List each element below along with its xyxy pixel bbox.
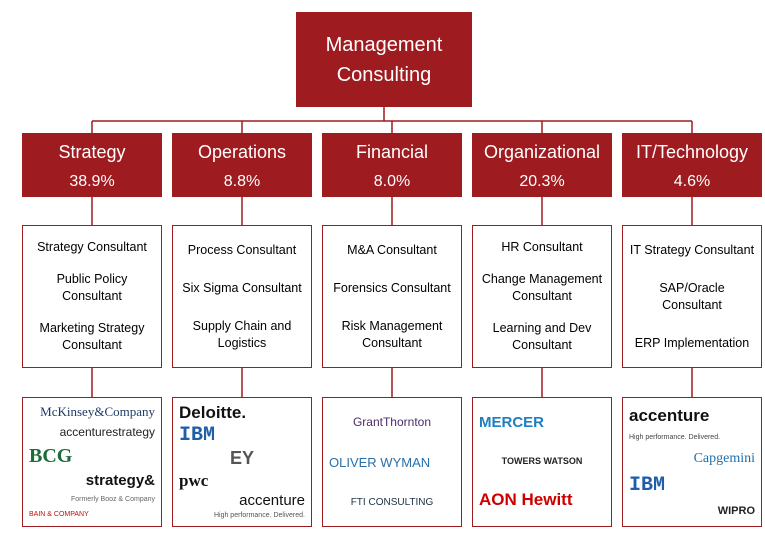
role: Marketing Strategy Consultant — [39, 321, 145, 353]
role: ERP Implementation — [634, 335, 750, 350]
role: Learning and Dev Consultant — [492, 321, 592, 353]
role: Process Consultant — [187, 242, 297, 257]
branch-share: 20.3% — [519, 173, 565, 190]
branch-header: Financial 8.0% — [322, 133, 462, 197]
branch-share: 8.8% — [223, 173, 261, 190]
branch-header: IT/Technology 4.6% — [622, 133, 762, 197]
company-logo: Formerly Booz & Company — [70, 495, 155, 503]
logos-box: Deloitte. IBM EY pwc accenture High performan… — [172, 397, 312, 527]
role: HR Consultant — [501, 239, 583, 254]
company-logo: IBM — [629, 474, 666, 498]
role: Six Sigma Consultant — [182, 280, 302, 295]
role: IT Strategy Consultant — [629, 242, 755, 257]
company-logo: Capgemini — [693, 450, 755, 466]
roles-box: Process Consultant Six Sigma Consultant Su… — [172, 225, 312, 368]
company-logo: accenture — [239, 491, 305, 509]
company-logo: pwc — [179, 470, 209, 490]
company-logo: accenture — [629, 405, 710, 425]
branch-name: Organizational — [483, 142, 601, 162]
company-logo: strategy& — [85, 472, 155, 490]
branch-share: 8.0% — [373, 173, 411, 190]
company-logo: accenturestrategy — [59, 424, 155, 439]
company-logo: McKinsey&Company — [40, 404, 155, 420]
root-box: Management Consulting — [296, 12, 472, 107]
role: SAP/Oracle Consultant — [659, 280, 725, 312]
logos-box: GrantThornton OLIVER WYMAN FTI CONSULTING — [322, 397, 462, 527]
company-logo: GrantThornton — [352, 414, 432, 429]
role: Change Management Consultant — [481, 271, 603, 303]
branch-header: Strategy 38.9% — [22, 133, 162, 197]
company-logo: EY — [229, 448, 254, 469]
root-title: Management Consulting — [325, 33, 443, 86]
branch-name: Financial — [355, 142, 429, 162]
branch-share: 4.6% — [673, 173, 711, 190]
logos-box: MERCER TOWERS WATSON AON Hewitt — [472, 397, 612, 527]
role: Risk Management Consultant — [341, 318, 443, 350]
logos-box: McKinsey&Company accenturestrategy BCG stra… — [22, 397, 162, 527]
company-logo: MERCER — [479, 413, 545, 431]
role: Forensics Consultant — [333, 280, 451, 295]
company-logo: BAIN & COMPANY — [29, 510, 89, 518]
roles-box: HR Consultant Change Management Consultan… — [472, 225, 612, 368]
company-logo: FTI CONSULTING — [350, 497, 434, 509]
company-logo: WIPRO — [717, 505, 755, 518]
company-logo: AON Hewitt — [479, 490, 573, 510]
company-logo: TOWERS WATSON — [501, 455, 583, 466]
company-logo: Deloitte. — [179, 402, 247, 422]
role: Strategy Consultant — [37, 239, 147, 254]
branch-share: 38.9% — [69, 173, 115, 190]
branch-name: Strategy — [58, 142, 126, 162]
company-logo: OLIVER WYMAN — [329, 454, 431, 470]
logos-box: accenture High performance. Delivered. Cap… — [622, 397, 762, 527]
role: Supply Chain and Logistics — [192, 318, 292, 350]
roles-box: IT Strategy Consultant SAP/Oracle Consult… — [622, 225, 762, 368]
company-logo: High performance. Delivered. — [213, 512, 305, 520]
company-logo: IBM — [179, 423, 216, 447]
branch-name: Operations — [197, 142, 287, 162]
role: Public Policy Consultant — [56, 271, 128, 303]
company-logo: BCG — [29, 444, 73, 467]
company-logo: High performance. Delivered. — [629, 433, 721, 441]
roles-box: M&A Consultant Forensics Consultant Risk M… — [322, 225, 462, 368]
branch-name: IT/Technology — [635, 142, 749, 162]
role: M&A Consultant — [347, 242, 437, 257]
roles-box: Strategy Consultant Public Policy Consult… — [22, 225, 162, 368]
branch-header: Operations 8.8% — [172, 133, 312, 197]
branch-header: Organizational 20.3% — [472, 133, 612, 197]
